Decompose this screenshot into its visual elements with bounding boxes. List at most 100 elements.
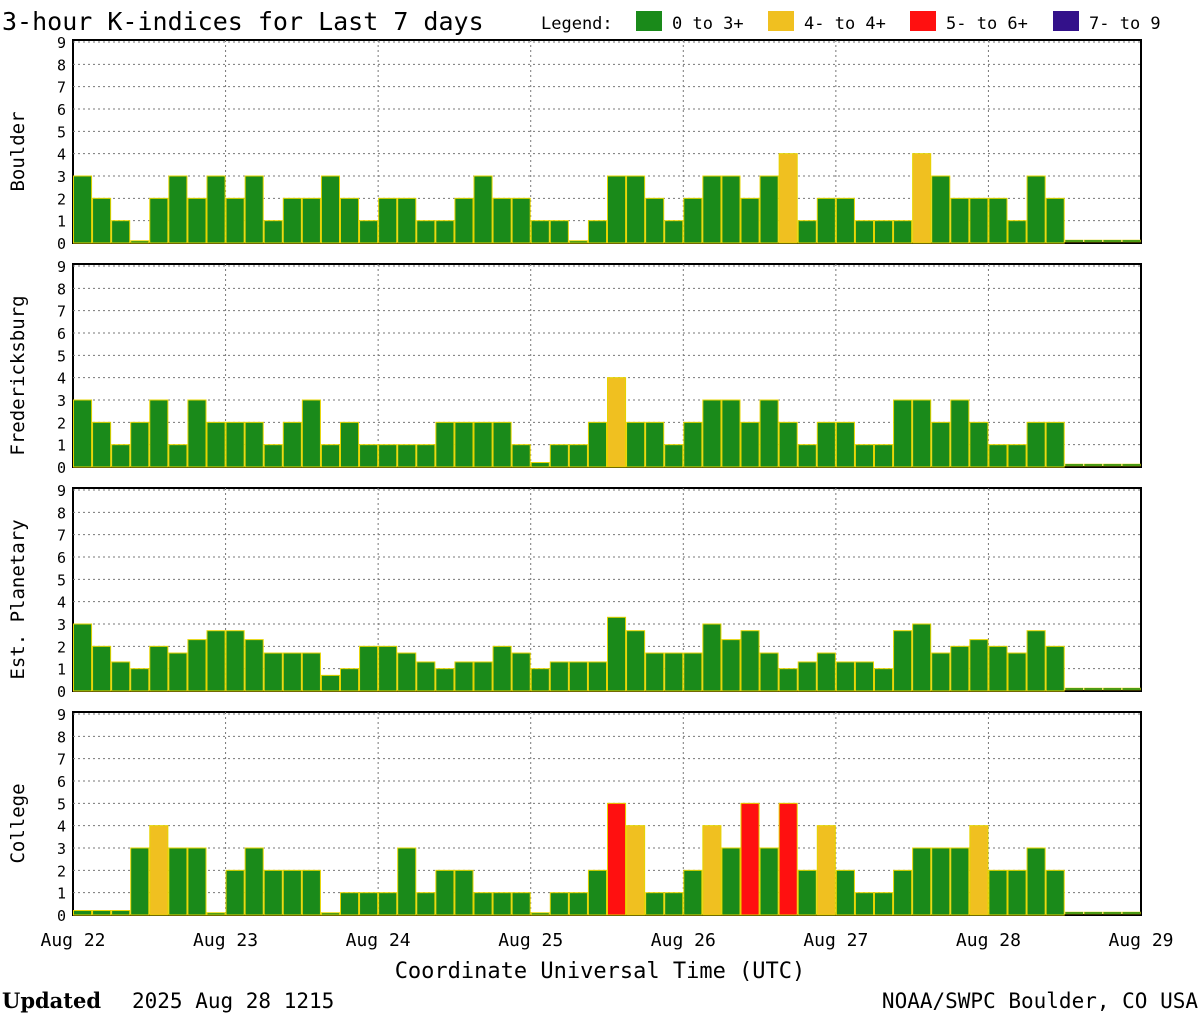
bar — [263, 444, 283, 468]
x-tick-label: Aug 22 — [40, 930, 105, 951]
legend: 0 to 3+ 4- to 4+ 5- to 6+ 7- to 9 — [636, 11, 1161, 34]
bar — [1007, 444, 1027, 468]
y-tick-label: 5 — [57, 571, 66, 589]
bar — [549, 661, 569, 692]
y-tick-label: 3 — [57, 168, 66, 186]
bar — [702, 623, 722, 692]
updated-label: Updated — [2, 988, 101, 1013]
y-tick-label: 3 — [57, 840, 66, 858]
bar — [778, 668, 798, 692]
bar — [607, 616, 627, 692]
y-tick-label: 8 — [57, 728, 66, 746]
empty-bar — [1064, 687, 1084, 691]
bar — [702, 825, 722, 916]
bar — [778, 153, 798, 244]
bar — [816, 652, 836, 692]
bar — [759, 399, 779, 468]
bar — [931, 175, 951, 244]
y-tick-label: 5 — [57, 795, 66, 813]
bar — [149, 399, 169, 468]
bar — [263, 869, 283, 916]
bar — [1026, 847, 1046, 916]
empty-bar — [1122, 911, 1141, 915]
bar — [645, 421, 665, 468]
bar — [1026, 421, 1046, 468]
bar — [854, 892, 875, 916]
y-tick-label: 3 — [57, 392, 66, 410]
empty-bar — [1084, 239, 1103, 243]
y-tick-label: 7 — [57, 527, 66, 545]
bar — [73, 910, 93, 916]
bar — [1045, 421, 1065, 468]
empty-bar — [1103, 239, 1122, 243]
bar — [950, 197, 970, 244]
bar — [664, 892, 684, 916]
bar — [187, 197, 207, 244]
bar — [168, 175, 188, 244]
bar — [797, 444, 817, 468]
bar — [378, 444, 398, 468]
bar — [969, 197, 989, 244]
bar — [435, 668, 455, 692]
bar — [340, 892, 360, 916]
bar — [988, 444, 1008, 468]
y-tick-label: 1 — [57, 213, 66, 231]
bar — [1007, 652, 1027, 692]
bar — [301, 197, 321, 244]
y-tick-label: 2 — [57, 638, 66, 656]
bar — [721, 399, 741, 468]
bar — [320, 175, 340, 244]
bar — [282, 421, 302, 468]
bar — [244, 421, 264, 468]
bar — [797, 869, 817, 916]
bar — [1026, 630, 1046, 692]
bar — [683, 421, 703, 468]
bar — [816, 825, 836, 916]
legend-entry-label-0: 0 to 3+ — [672, 14, 744, 34]
bar — [835, 421, 855, 468]
bar — [797, 220, 817, 244]
bar — [778, 802, 798, 916]
bar — [549, 444, 569, 468]
bar — [912, 847, 932, 916]
bar — [912, 399, 932, 468]
bar — [206, 630, 226, 692]
bar — [835, 869, 855, 916]
bar — [854, 220, 875, 244]
bar — [492, 645, 512, 692]
bar — [473, 421, 493, 468]
bar — [950, 847, 970, 916]
bar — [607, 377, 627, 468]
empty-bar — [1084, 911, 1103, 915]
bar — [149, 197, 169, 244]
bar — [244, 847, 264, 916]
bar — [206, 912, 226, 916]
bar — [969, 825, 989, 916]
bar — [587, 421, 608, 468]
empty-bar — [1103, 687, 1122, 691]
bar — [340, 421, 360, 468]
bar — [416, 661, 436, 692]
bar — [511, 892, 531, 916]
bar — [511, 652, 531, 692]
bar — [73, 399, 93, 468]
y-tick-label: 5 — [57, 123, 66, 141]
bar — [645, 892, 665, 916]
bar — [587, 220, 608, 244]
x-tick-label: Aug 29 — [1108, 930, 1173, 951]
panel-label: Fredericksburg — [7, 295, 29, 455]
bar — [454, 197, 474, 244]
y-tick-label: 8 — [57, 56, 66, 74]
bar — [206, 175, 226, 244]
y-tick-label: 6 — [57, 549, 66, 567]
x-tick-label: Aug 27 — [803, 930, 868, 951]
bar — [645, 652, 665, 692]
y-tick-label: 0 — [57, 907, 66, 925]
bar — [912, 623, 932, 692]
bar — [92, 645, 112, 692]
bar — [473, 175, 493, 244]
bar — [587, 869, 608, 916]
bar — [340, 668, 360, 692]
bar — [950, 399, 970, 468]
